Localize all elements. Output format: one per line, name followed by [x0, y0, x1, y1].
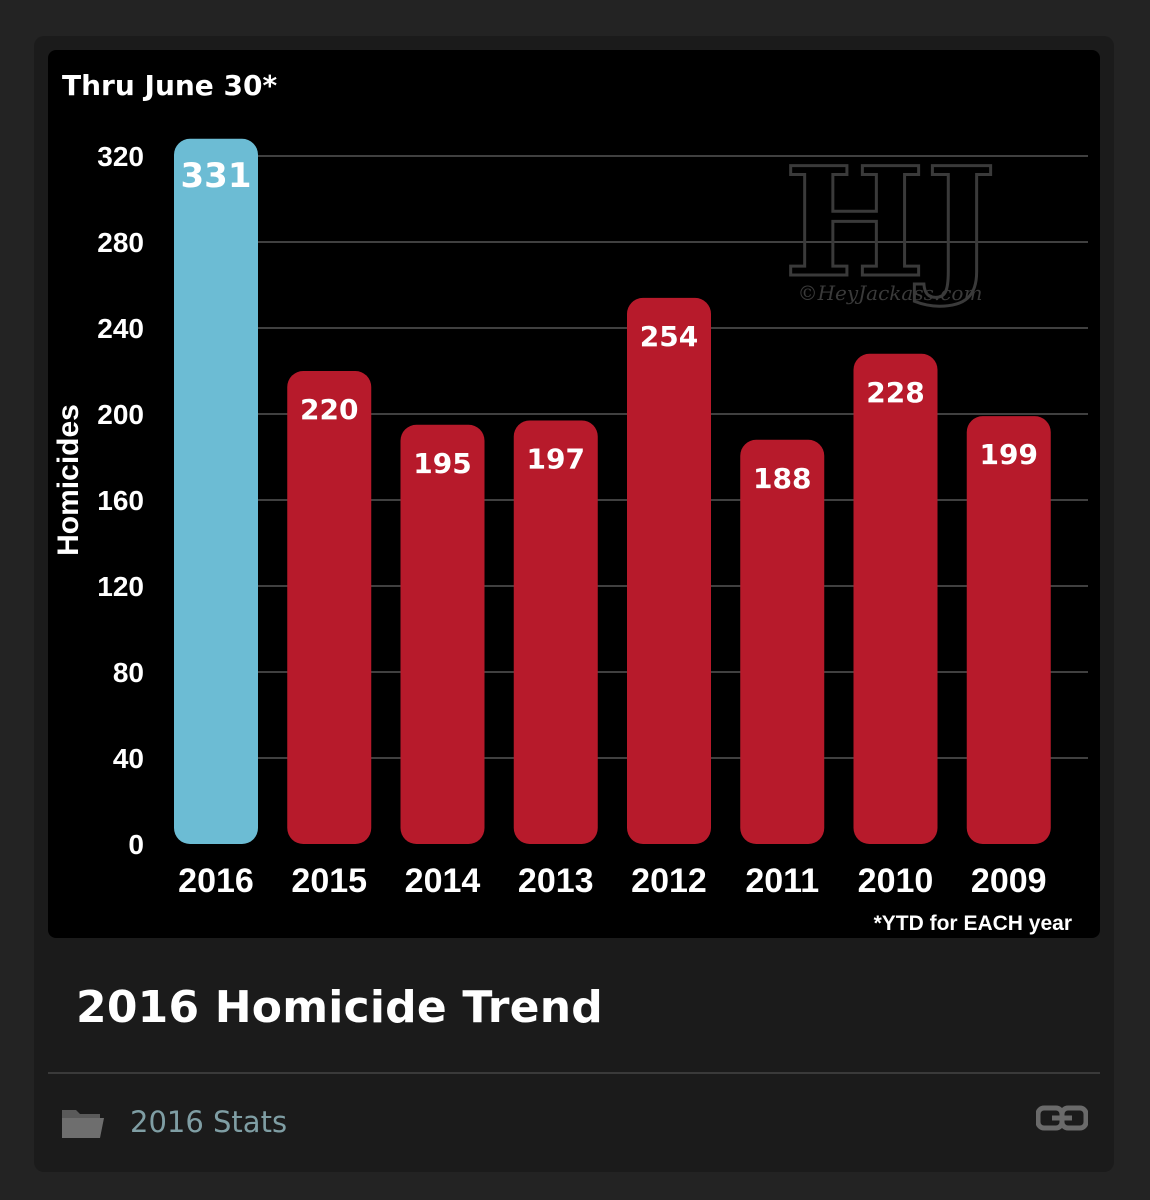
watermark-logo: HJ — [784, 135, 997, 311]
chart-panel: HJ ©HeyJackass.com 0 40 80 120 160 200 240 280 3… — [48, 50, 1100, 938]
y-tick-label: 240 — [97, 313, 144, 344]
chart-title: Thru June 30* — [62, 69, 278, 102]
y-axis-label: Homicides — [52, 404, 85, 556]
y-tick-label: 0 — [128, 829, 144, 860]
data-label-2015: 220 — [300, 393, 358, 426]
y-tick-label: 120 — [97, 571, 144, 602]
x-tick-label-2012: 2012 — [631, 862, 707, 900]
data-label-2014: 195 — [413, 447, 471, 480]
post-title: 2016 Homicide Trend — [76, 982, 603, 1033]
y-tick-label: 200 — [97, 399, 144, 430]
bar-2015 — [287, 371, 372, 844]
bar-2011 — [740, 439, 825, 844]
y-tick-label: 320 — [97, 141, 144, 172]
data-label-2011: 188 — [753, 462, 811, 495]
y-tick-label: 280 — [97, 227, 144, 258]
bar-2014 — [400, 424, 485, 844]
chart-footnote: *YTD for EACH year — [874, 912, 1072, 935]
link-icon[interactable] — [1036, 1104, 1088, 1132]
x-tick-label-2010: 2010 — [858, 862, 934, 900]
data-label-2012: 254 — [640, 320, 698, 353]
watermark: HJ ©HeyJackass.com — [782, 134, 998, 313]
category-link[interactable]: 2016 Stats — [60, 1100, 287, 1144]
x-tick-label-2009: 2009 — [971, 862, 1047, 900]
bar-2010 — [853, 353, 938, 844]
x-axis-labels: 2016 2015 2014 2013 2012 2011 2010 2009 — [178, 862, 1046, 900]
watermark-text: ©HeyJackass.com — [798, 281, 983, 305]
category-label[interactable]: 2016 Stats — [130, 1105, 288, 1139]
x-tick-label-2011: 2011 — [745, 862, 819, 900]
x-tick-label-2013: 2013 — [518, 862, 594, 900]
x-tick-label-2016: 2016 — [178, 862, 254, 900]
y-tick-label: 40 — [113, 743, 144, 774]
data-label-2013: 197 — [527, 442, 585, 475]
data-label-2009: 199 — [980, 438, 1038, 471]
folder-icon — [62, 1110, 104, 1138]
bar-2013 — [513, 420, 598, 844]
x-tick-label-2015: 2015 — [291, 862, 367, 900]
y-tick-label: 80 — [113, 657, 144, 688]
bar-2012 — [627, 297, 711, 844]
bar-2016 — [174, 138, 258, 845]
homicide-bar-chart: HJ ©HeyJackass.com 0 40 80 120 160 200 240 280 3… — [52, 69, 1088, 935]
divider — [48, 1072, 1100, 1074]
data-label-2016: 331 — [181, 156, 252, 196]
data-label-2010: 228 — [866, 376, 924, 409]
y-axis-ticks: 0 40 80 120 160 200 240 280 320 — [97, 141, 144, 860]
bar-2009 — [966, 416, 1051, 844]
x-tick-label-2014: 2014 — [405, 862, 481, 900]
bars: 331 220 195 197 254 188 228 199 — [174, 138, 1051, 845]
post-card: HJ ©HeyJackass.com 0 40 80 120 160 200 240 280 3… — [34, 36, 1114, 1172]
y-tick-label: 160 — [97, 485, 144, 516]
